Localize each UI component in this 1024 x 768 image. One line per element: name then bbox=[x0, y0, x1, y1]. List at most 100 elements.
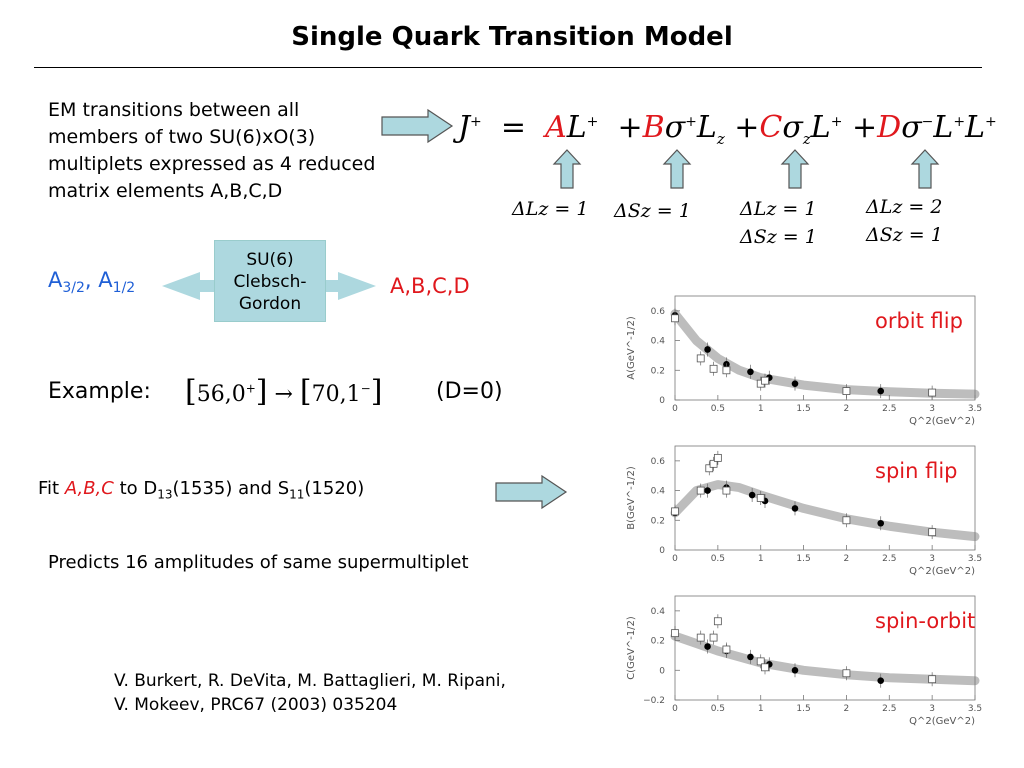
x-tick-label: 2 bbox=[844, 554, 850, 564]
eq-sup: + bbox=[830, 114, 843, 130]
box-line: SU(6) bbox=[246, 250, 294, 270]
x-tick-label: 2.5 bbox=[882, 704, 896, 714]
data-point-square bbox=[756, 494, 765, 502]
data-point-square bbox=[671, 314, 679, 323]
y-tick-label: 0.6 bbox=[651, 307, 666, 317]
example-note: (D=0) bbox=[436, 379, 503, 404]
x-tick-label: 1 bbox=[758, 704, 764, 714]
fit-text: Fit A,B,C to D13(1535) and S11(1520) bbox=[38, 478, 364, 502]
chart-spin-flip: 0 0.5 1 1.5 2 2.5 3 3.5 0 0.2 0.4 0.6 Q^2(GeV^2) B(Ge… bbox=[626, 445, 982, 577]
right-arrow-icon bbox=[495, 474, 568, 510]
up-arrow-icon bbox=[780, 149, 810, 189]
data-point-square bbox=[722, 486, 731, 495]
data-point-square bbox=[713, 617, 722, 626]
eq-op: L bbox=[696, 110, 717, 145]
plot-frame bbox=[674, 295, 976, 401]
data-point-square bbox=[696, 354, 705, 363]
clebsch-gordon-box: SU(6) Clebsch- Gordon bbox=[214, 240, 326, 322]
data-point-square bbox=[928, 528, 937, 537]
page-title: Single Quark Transition Model bbox=[291, 22, 733, 52]
data-point-circle bbox=[704, 487, 711, 494]
x-tick-label: 1.5 bbox=[796, 554, 810, 564]
y-tick-label: 0 bbox=[659, 546, 665, 556]
x-tick-label: 2.5 bbox=[882, 554, 896, 564]
x-tick-label: 2 bbox=[844, 704, 850, 714]
x-tick-label: 3 bbox=[929, 404, 935, 414]
selection-rule: ΔLz = 2 bbox=[866, 196, 943, 218]
data-point-circle bbox=[704, 346, 711, 353]
x-tick-label: 1 bbox=[758, 404, 764, 414]
chart-title: orbit flip bbox=[875, 309, 963, 333]
multiplet-from: 56,0 bbox=[196, 382, 246, 407]
intro-text: EM transitions between all members of tw… bbox=[48, 97, 375, 205]
eq-lhs: J bbox=[458, 110, 471, 145]
intro-line: matrix elements A,B,C,D bbox=[48, 180, 283, 202]
y-tick-label: 0 bbox=[659, 666, 665, 676]
x-tick-label: 1.5 bbox=[796, 404, 810, 414]
x-tick-label: 1.5 bbox=[796, 704, 810, 714]
x-tick-label: 3 bbox=[929, 704, 935, 714]
selection-rule: ΔLz = 1 bbox=[512, 198, 589, 220]
eq-sup: + bbox=[586, 114, 599, 130]
x-tick-label: 1 bbox=[758, 554, 764, 564]
reference: V. Burkert, R. DeVita, M. Battaglieri, M… bbox=[114, 669, 506, 717]
data-point-square bbox=[696, 486, 705, 495]
selection-rule: ΔSz = 1 bbox=[614, 200, 691, 222]
plot-frame bbox=[674, 445, 976, 551]
x-tick-label: 0.5 bbox=[711, 554, 725, 564]
example-transition: [56,0+] → [70,1−] bbox=[185, 374, 383, 409]
title-divider bbox=[34, 67, 982, 68]
reference-line: V. Mokeev, PRC67 (2003) 035204 bbox=[114, 695, 398, 715]
predicts-text: Predicts 16 amplitudes of same supermult… bbox=[48, 552, 469, 573]
eq-op: L bbox=[566, 110, 587, 145]
y-tick-label: 0 bbox=[659, 396, 665, 406]
y-tick-label: 0.4 bbox=[651, 337, 666, 347]
eq-sub: z bbox=[716, 130, 725, 148]
example-label: Example: bbox=[48, 379, 151, 404]
eq-sup: + bbox=[953, 114, 966, 130]
eq-op: σ bbox=[782, 110, 803, 145]
eq-op: σ bbox=[901, 110, 922, 145]
x-tick-label: 3.5 bbox=[968, 704, 982, 714]
data-point-circle bbox=[877, 677, 885, 684]
reference-line: V. Burkert, R. DeVita, M. Battaglieri, M… bbox=[114, 671, 506, 691]
right-arrow-icon bbox=[381, 108, 454, 144]
data-point-square bbox=[671, 629, 679, 638]
up-arrow-icon bbox=[910, 149, 940, 189]
up-arrow-icon bbox=[552, 149, 582, 189]
y-axis-label: C(GeV^-1/2) bbox=[626, 616, 637, 680]
data-point-square bbox=[928, 675, 937, 684]
intro-line: EM transitions between all bbox=[48, 99, 300, 121]
selection-rule: ΔSz = 1 bbox=[866, 224, 943, 246]
data-point-square bbox=[842, 669, 851, 678]
y-tick-label: 0.2 bbox=[651, 516, 665, 526]
y-tick-label: 0.2 bbox=[651, 637, 665, 647]
fit-mid: to D bbox=[119, 478, 158, 499]
x-tick-label: 0 bbox=[672, 554, 678, 564]
fit-params: A,B,C bbox=[64, 478, 114, 499]
amp-a32: A bbox=[48, 268, 63, 292]
x-axis-label: Q^2(GeV^2) bbox=[909, 566, 975, 577]
y-axis-label: B(GeV^-1/2) bbox=[626, 466, 637, 530]
data-point-square bbox=[756, 657, 765, 666]
eq-coef-b: B bbox=[642, 110, 665, 145]
helicity-amplitudes: A3/2, A1/2 bbox=[48, 268, 135, 296]
plot-frame bbox=[674, 595, 976, 701]
fit-sub: 13 bbox=[157, 487, 173, 502]
x-tick-label: 2 bbox=[844, 404, 850, 414]
up-arrow-icon bbox=[662, 149, 692, 189]
x-axis-label: Q^2(GeV^2) bbox=[909, 416, 975, 427]
eq-coef-c: C bbox=[759, 110, 783, 145]
eq-sup: + bbox=[984, 114, 997, 130]
eq-sup: + bbox=[685, 114, 697, 130]
model-band bbox=[670, 631, 980, 686]
chart-spin-orbit: 0 0.5 1 1.5 2 2.5 3 3.5 −0.2 0 0.2 0.4 Q^2(GeV^2) C(G… bbox=[626, 595, 982, 727]
x-tick-label: 0.5 bbox=[711, 704, 725, 714]
eq-op: L bbox=[810, 110, 831, 145]
intro-line: members of two SU(6)xO(3) bbox=[48, 126, 316, 148]
eq-coef-d: D bbox=[877, 110, 902, 145]
eq-op: σ bbox=[664, 110, 686, 145]
y-tick-label: 0.2 bbox=[651, 366, 665, 376]
x-axis-label: Q^2(GeV^2) bbox=[909, 716, 975, 727]
eq-op: L bbox=[965, 110, 985, 145]
